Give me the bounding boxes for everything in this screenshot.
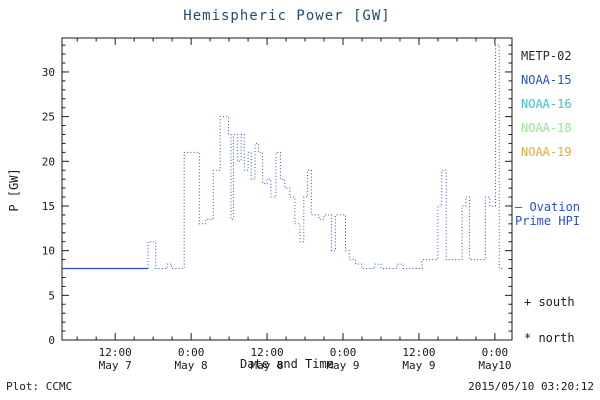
x-tick-time-label: 0:00: [178, 346, 205, 359]
x-tick-date-label: May 9: [326, 359, 359, 372]
legend-noaa-15: NOAA-15: [521, 73, 572, 87]
hemisphere-markers: + south * north: [524, 292, 575, 364]
plot-timestamp: 2015/05/10 03:20:12: [468, 380, 594, 393]
y-axis-label: P [GW]: [7, 168, 21, 212]
satellite-legend: METP-02 NOAA-15 NOAA-16 NOAA-18 NOAA-19: [521, 44, 572, 164]
marker-south: + south: [524, 295, 575, 309]
ovation-annotation-line2: Prime HPI: [515, 214, 581, 228]
x-tick-date-label: May 7: [99, 359, 132, 372]
hpi-data-line: [147, 44, 505, 269]
chart-title: Hemispheric Power [GW]: [183, 8, 391, 24]
legend-noaa-19: NOAA-19: [521, 145, 572, 159]
legend-metp-02: METP-02: [521, 49, 572, 63]
x-tick-time-label: 12:00: [251, 346, 284, 359]
x-tick-date-label: May 8: [175, 359, 208, 372]
x-tick-time-label: 12:00: [99, 346, 132, 359]
legend-noaa-18: NOAA-18: [521, 121, 572, 135]
y-tick-label: 25: [42, 111, 55, 124]
x-tick-time-label: 0:00: [482, 346, 509, 359]
y-tick-label: 0: [48, 334, 55, 347]
x-tick-date-label: May 9: [402, 359, 435, 372]
legend-noaa-16: NOAA-16: [521, 97, 572, 111]
y-tick-label: 5: [48, 289, 55, 302]
x-tick-time-label: 0:00: [330, 346, 357, 359]
y-tick-label: 10: [42, 245, 55, 258]
marker-north: * north: [524, 331, 575, 345]
y-tick-label: 20: [42, 155, 55, 168]
axis-frame: [61, 37, 513, 341]
x-tick-date-label: May10: [478, 359, 511, 372]
plot-credit: Plot: CCMC: [6, 380, 73, 393]
x-tick-time-label: 12:00: [402, 346, 435, 359]
x-axis-label: Date and Time: [240, 357, 334, 371]
x-tick-date-label: May 8: [251, 359, 284, 372]
ovation-annotation: — Ovation Prime HPI: [515, 200, 580, 228]
y-tick-label: 15: [42, 200, 55, 213]
y-tick-label: 30: [42, 66, 55, 79]
ovation-annotation-line1: — Ovation: [515, 200, 581, 214]
